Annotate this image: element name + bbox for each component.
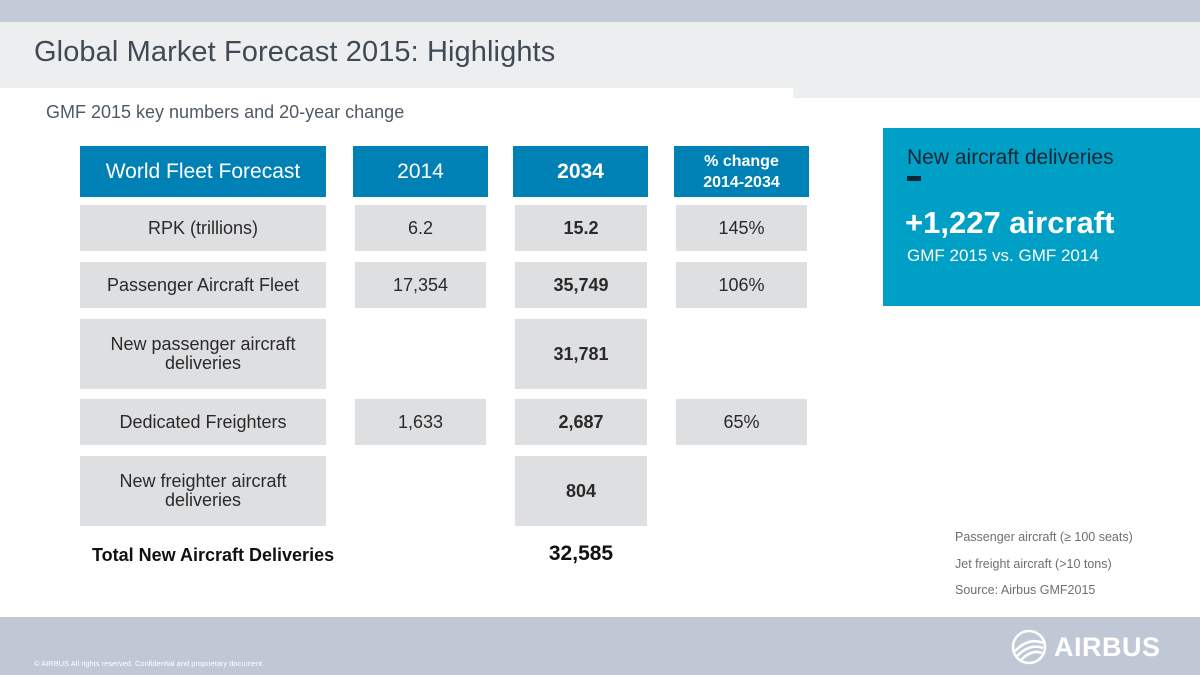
- row-new-freighter-deliveries-label: New freighter aircraft deliveries: [80, 456, 326, 526]
- row-rpk-change: 145%: [676, 205, 807, 251]
- row-passenger-fleet-2014: 17,354: [355, 262, 486, 308]
- airbus-logo-text: AIRBUS: [1054, 631, 1161, 662]
- row-new-passenger-deliveries-label-line2: deliveries: [164, 353, 242, 373]
- header-percent-change-line2: 2014-2034: [703, 173, 780, 191]
- page-subtitle: GMF 2015 key numbers and 20-year change: [46, 102, 405, 122]
- airbus-emblem-icon: [1011, 629, 1047, 665]
- title-bar: [0, 22, 1200, 88]
- total-deliveries-label: Total New Aircraft Deliveries: [92, 545, 335, 565]
- row-new-freighter-deliveries-2034: 804: [515, 456, 647, 526]
- row-new-passenger-deliveries-label: New passenger aircraft deliveries: [80, 319, 326, 389]
- note-passenger-aircraft: Passenger aircraft (≥ 100 seats): [955, 530, 1133, 544]
- row-rpk-2034: 15.2: [515, 205, 647, 251]
- header-world-fleet-forecast: World Fleet Forecast: [80, 146, 326, 197]
- row-passenger-fleet-change: 106%: [676, 262, 807, 308]
- row-passenger-fleet-2034: 35,749: [515, 262, 647, 308]
- row-rpk-2014: 6.2: [355, 205, 486, 251]
- row-new-freighter-deliveries-label-line2: deliveries: [164, 490, 242, 510]
- deliveries-callout: New aircraft deliveries +1,227 aircraft …: [883, 128, 1200, 306]
- row-new-passenger-deliveries-label-line1: New passenger aircraft: [110, 334, 296, 354]
- header-2014: 2014: [353, 146, 488, 197]
- callout-dash: [907, 176, 921, 181]
- page-title: Global Market Forecast 2015: Highlights: [34, 36, 556, 68]
- callout-title: New aircraft deliveries: [907, 146, 1114, 169]
- copyright-text: © AIRBUS All rights reserved. Confidenti…: [34, 659, 265, 668]
- top-band: [0, 0, 1200, 22]
- row-new-passenger-deliveries-2034: 31,781: [515, 319, 647, 389]
- row-dedicated-freighters-label: Dedicated Freighters: [80, 399, 326, 445]
- callout-comparison: GMF 2015 vs. GMF 2014: [907, 246, 1099, 265]
- note-jet-freight: Jet freight aircraft (>10 tons): [955, 557, 1112, 571]
- airbus-logo: AIRBUS: [1010, 629, 1161, 665]
- row-new-freighter-deliveries-label-line1: New freighter aircraft: [119, 471, 287, 491]
- row-passenger-fleet-label: Passenger Aircraft Fleet: [80, 262, 326, 308]
- row-rpk-label: RPK (trillions): [80, 205, 326, 251]
- row-dedicated-freighters-2014: 1,633: [355, 399, 486, 445]
- header-percent-change: % change 2014-2034: [674, 146, 809, 197]
- total-deliveries-value: 32,585: [548, 542, 614, 565]
- row-dedicated-freighters-change: 65%: [676, 399, 807, 445]
- footer-band: © AIRBUS All rights reserved. Confidenti…: [0, 617, 1200, 675]
- header-percent-change-line1: % change: [704, 152, 779, 170]
- row-dedicated-freighters-2034: 2,687: [515, 399, 647, 445]
- note-source: Source: Airbus GMF2015: [955, 583, 1096, 597]
- callout-value: +1,227 aircraft: [905, 205, 1115, 240]
- header-2034: 2034: [513, 146, 648, 197]
- title-bar-tail: [793, 88, 1200, 98]
